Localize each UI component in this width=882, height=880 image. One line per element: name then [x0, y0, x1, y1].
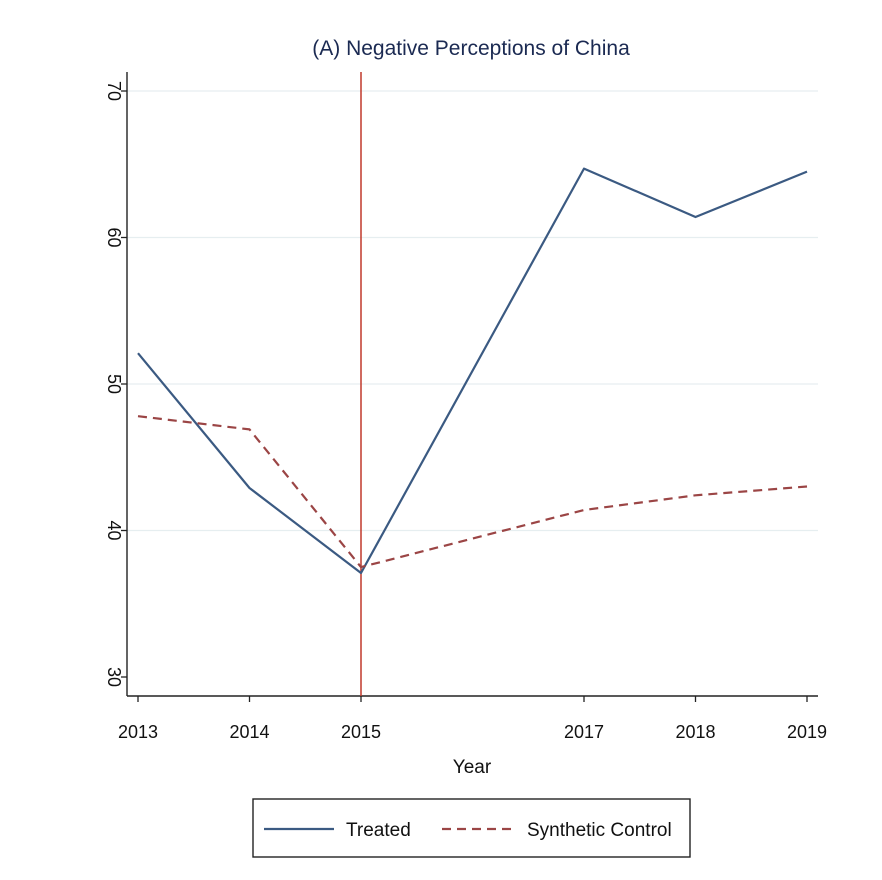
x-tick-label: 2017: [564, 722, 604, 742]
y-tick-label: 70: [104, 81, 124, 101]
legend-items: Treated Synthetic Control: [264, 820, 672, 841]
x-tick-label: 2019: [787, 722, 827, 742]
series-lines: [137, 167, 808, 575]
legend-label-synthetic-control: Synthetic Control: [527, 820, 672, 841]
chart-title: (A) Negative Perceptions of China: [312, 37, 630, 60]
legend: Treated Synthetic Control: [252, 798, 691, 858]
y-tick-label: 40: [104, 520, 124, 540]
x-axis-title: Year: [453, 757, 492, 778]
x-tick-label: 2013: [118, 722, 158, 742]
legend-label-treated: Treated: [346, 820, 411, 841]
axes: 30 40 50 60 70 2013 2014 2015 2017 2018 2019: [104, 72, 827, 742]
x-tick-label: 2014: [229, 722, 269, 742]
synthetic-control-line: [137, 415, 808, 569]
y-tick-label: 30: [104, 667, 124, 687]
x-tick-label: 2018: [675, 722, 715, 742]
y-tick-label: 50: [104, 374, 124, 394]
plot-region: [68, 4, 836, 880]
grid-lines: [127, 90, 818, 532]
y-tick-label: 60: [104, 227, 124, 247]
x-tick-label: 2015: [341, 722, 381, 742]
treated-line: [137, 167, 808, 575]
